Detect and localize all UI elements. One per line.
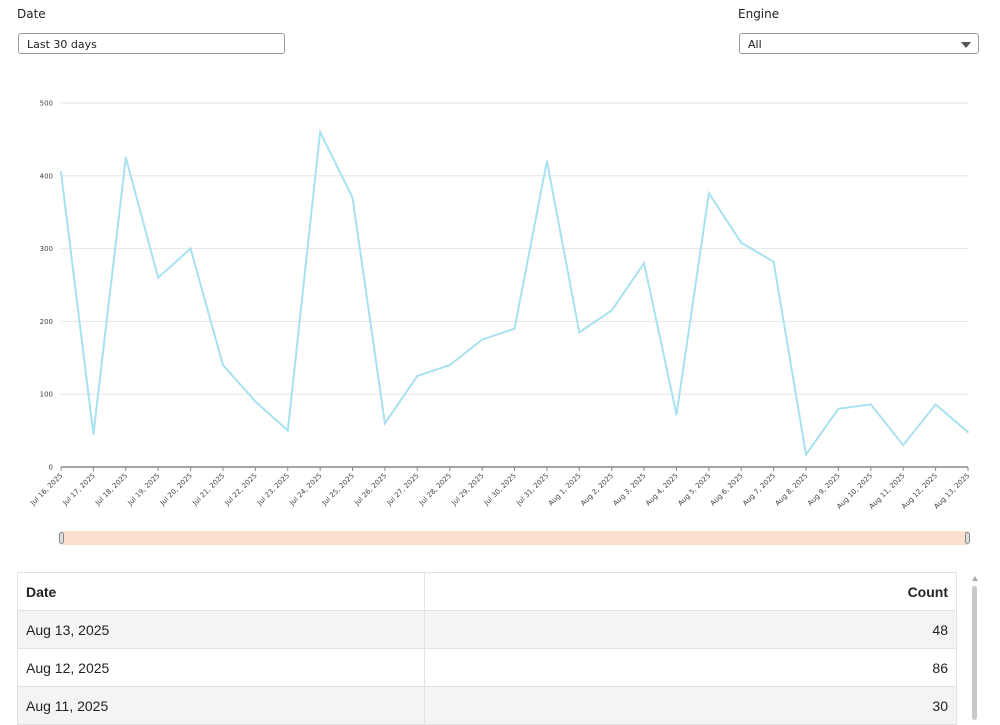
x-tick-label: Jul 22, 2025	[223, 472, 259, 508]
x-tick-label: Aug 9, 2025	[806, 472, 842, 508]
data-point	[805, 453, 808, 456]
data-point	[448, 364, 451, 367]
series-line	[60, 128, 969, 458]
x-tick-label: Jul 27, 2025	[385, 472, 421, 508]
y-tick-label: 400	[40, 172, 53, 180]
engine-value: All	[748, 38, 762, 51]
data-point	[578, 331, 581, 334]
x-tick-label: Aug 4, 2025	[644, 472, 680, 508]
data-point	[513, 327, 516, 330]
x-tick-label: Aug 1, 2025	[547, 472, 583, 508]
engine-filter-label: Engine	[738, 7, 780, 21]
cell-date: Aug 12, 2025	[17, 648, 425, 687]
data-table: Date Count Aug 13, 2025 48 Aug 12, 2025 …	[17, 572, 957, 725]
data-point	[675, 413, 678, 416]
date-range-value: Last 30 days	[27, 38, 97, 51]
x-tick-label: Jul 23, 2025	[255, 472, 291, 508]
x-tick-label: Aug 6, 2025	[709, 472, 745, 508]
data-point	[934, 403, 937, 406]
table-row: Aug 13, 2025 48	[17, 610, 957, 649]
cell-count: 30	[424, 686, 957, 725]
data-point	[481, 338, 484, 341]
data-point	[319, 131, 322, 134]
x-tick-label: Jul 31, 2025	[514, 472, 550, 508]
table-scrollbar[interactable]	[970, 576, 980, 720]
x-tick-label: Jul 21, 2025	[190, 472, 226, 508]
chevron-down-icon	[961, 42, 971, 48]
cell-date: Aug 13, 2025	[17, 610, 425, 649]
data-point	[610, 309, 613, 312]
x-tick-label: Aug 5, 2025	[676, 472, 712, 508]
x-tick-label: Jul 16, 2025	[28, 472, 64, 508]
x-tick-label: Aug 2, 2025	[579, 472, 615, 508]
data-point	[837, 407, 840, 410]
data-point	[643, 262, 646, 265]
x-tick-label: Jul 24, 2025	[288, 472, 324, 508]
cell-count: 86	[424, 648, 957, 687]
data-point	[351, 196, 354, 199]
column-header-count[interactable]: Count	[424, 572, 957, 611]
data-point	[545, 160, 548, 163]
table-header-row: Date Count	[17, 572, 957, 611]
x-tick-label: Jul 25, 2025	[320, 472, 356, 508]
x-tick-label: Aug 8, 2025	[774, 472, 810, 508]
data-point	[286, 429, 289, 432]
range-end-handle[interactable]	[965, 532, 970, 544]
x-tick-label: Jul 19, 2025	[126, 472, 162, 508]
data-point	[157, 276, 160, 279]
y-tick-label: 100	[40, 391, 53, 399]
data-point	[124, 156, 127, 159]
data-point	[740, 241, 743, 244]
cell-date: Aug 11, 2025	[17, 686, 425, 725]
y-tick-label: 500	[40, 100, 53, 108]
data-point	[869, 403, 872, 406]
x-tick-label: Aug 3, 2025	[612, 472, 648, 508]
data-point	[383, 422, 386, 425]
data-point	[416, 375, 419, 377]
range-start-handle[interactable]	[59, 532, 64, 544]
table-row: Aug 11, 2025 30	[17, 686, 957, 725]
data-point	[221, 364, 224, 367]
data-point	[254, 400, 257, 403]
y-tick-label: 200	[40, 318, 53, 326]
date-range-select[interactable]: Last 30 days	[18, 33, 285, 54]
scroll-up-arrow-icon[interactable]	[972, 576, 978, 581]
data-point	[967, 431, 969, 434]
x-tick-label: Jul 28, 2025	[417, 472, 453, 508]
data-point	[707, 192, 710, 195]
y-tick-label: 0	[49, 464, 53, 472]
x-tick-label: Jul 29, 2025	[450, 472, 486, 508]
data-point	[92, 433, 95, 436]
date-filter-label: Date	[17, 7, 46, 21]
data-point	[772, 260, 775, 263]
engine-select[interactable]: All	[739, 33, 979, 54]
table-row: Aug 12, 2025 86	[17, 648, 957, 687]
range-selector-track[interactable]	[61, 531, 968, 545]
column-header-date[interactable]: Date	[17, 572, 425, 611]
x-tick-label: Aug 7, 2025	[741, 472, 777, 508]
cell-count: 48	[424, 610, 957, 649]
scrollbar-thumb[interactable]	[972, 586, 977, 720]
data-point	[189, 247, 192, 250]
x-tick-label: Jul 30, 2025	[482, 472, 518, 508]
x-tick-label: Jul 17, 2025	[61, 472, 97, 508]
x-tick-label: Jul 18, 2025	[93, 472, 129, 508]
data-point	[902, 444, 905, 447]
y-tick-label: 300	[40, 245, 53, 253]
x-tick-label: Jul 20, 2025	[158, 472, 194, 508]
x-tick-label: Jul 26, 2025	[352, 472, 388, 508]
data-point	[60, 171, 62, 174]
